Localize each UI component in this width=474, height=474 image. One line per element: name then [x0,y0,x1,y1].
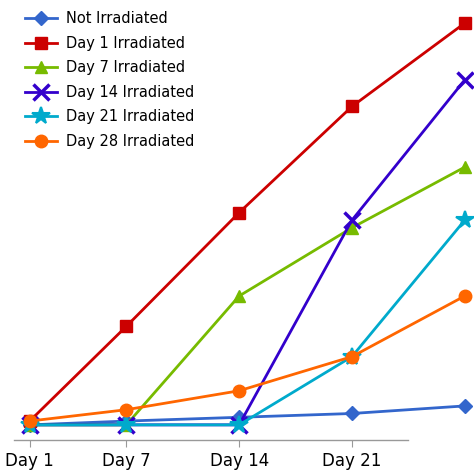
Day 1 Irradiated [349,104,355,109]
Day 21 Irradiated [27,422,33,428]
Day 7 Irradiated [237,293,242,299]
Not Irradiated [124,418,129,424]
Day 14 Irradiated [237,422,242,428]
Not Irradiated [349,410,355,416]
Day 1 Irradiated [462,20,467,26]
Day 7 Irradiated [124,422,129,428]
Day 14 Irradiated [124,422,129,428]
Not Irradiated [237,414,242,420]
Line: Day 7 Irradiated: Day 7 Irradiated [23,161,471,431]
Day 1 Irradiated [237,210,242,216]
Day 21 Irradiated [237,422,242,428]
Line: Day 21 Irradiated: Day 21 Irradiated [21,211,474,434]
Line: Day 1 Irradiated: Day 1 Irradiated [24,18,470,427]
Line: Day 28 Irradiated: Day 28 Irradiated [23,290,471,428]
Day 28 Irradiated [27,418,33,424]
Line: Not Irradiated: Not Irradiated [25,401,470,430]
Day 1 Irradiated [27,418,33,424]
Day 14 Irradiated [349,218,355,223]
Day 7 Irradiated [462,164,467,170]
Day 21 Irradiated [124,422,129,428]
Day 21 Irradiated [462,218,467,223]
Day 28 Irradiated [349,354,355,359]
Day 21 Irradiated [349,354,355,359]
Day 14 Irradiated [462,77,467,83]
Day 7 Irradiated [349,225,355,231]
Line: Day 14 Irradiated: Day 14 Irradiated [21,72,473,433]
Day 1 Irradiated [124,323,129,329]
Day 7 Irradiated [27,422,33,428]
Day 28 Irradiated [124,407,129,412]
Not Irradiated [462,403,467,409]
Day 28 Irradiated [237,388,242,393]
Day 14 Irradiated [27,422,33,428]
Legend: Not Irradiated, Day 1 Irradiated, Day 7 Irradiated, Day 14 Irradiated, Day 21 Ir: Not Irradiated, Day 1 Irradiated, Day 7 … [21,7,199,153]
Not Irradiated [27,422,33,428]
Day 28 Irradiated [462,293,467,299]
